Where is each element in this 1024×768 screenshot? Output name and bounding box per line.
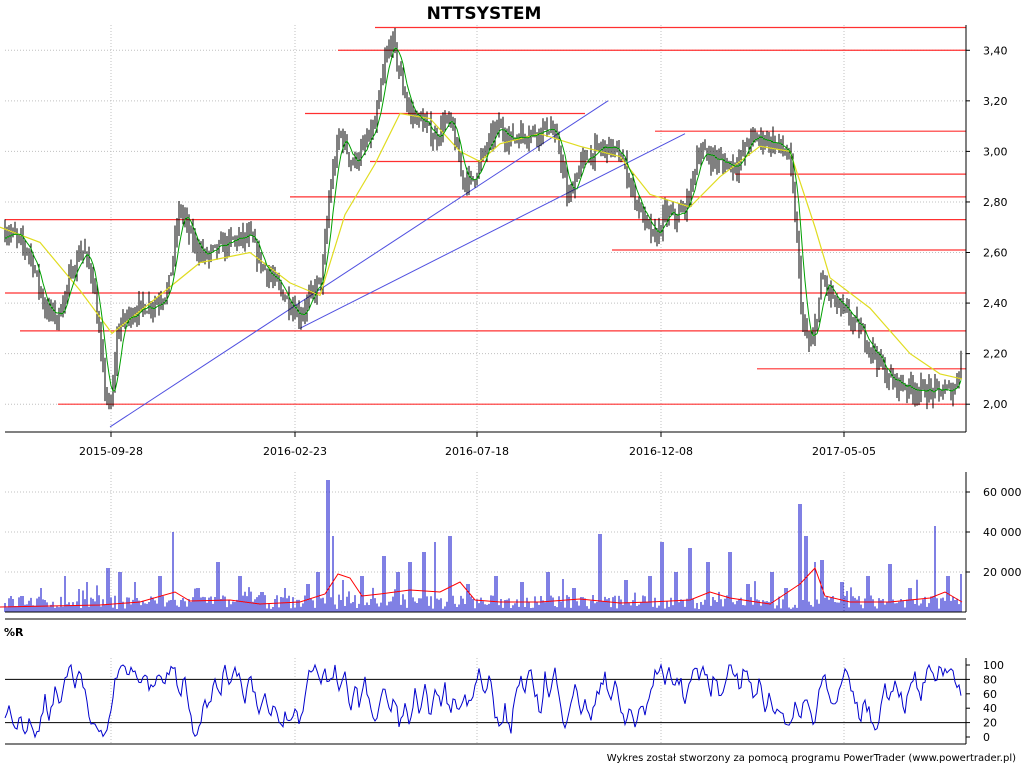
oscillator-y-tick-label: 80 (983, 673, 997, 686)
support-resistance-lines (5, 26, 966, 405)
williams-r-line (4, 663, 962, 739)
trend-line (109, 100, 609, 428)
price-grid (5, 25, 966, 432)
moving-average-line (0, 112, 963, 380)
price-y-tick-label: 3,40 (983, 44, 1008, 57)
price-y-tick-label: 2,60 (983, 247, 1008, 260)
price-x-ticks: 2015-09-28 2016-02-23 2016-07-18 2016-12-08… (79, 432, 876, 458)
price-bars (4, 27, 962, 410)
oscillator-grid (110, 658, 845, 744)
price-panel: 2,00 2,20 2,40 2,60 2,80 3,00 3,20 3,40 2015-09… (0, 25, 1008, 458)
volume-y-tick-label: 20 000 (983, 566, 1022, 579)
price-y-tick-label: 3,00 (983, 145, 1008, 158)
price-x-tick-label: 2016-12-08 (629, 445, 693, 458)
volume-grid (5, 472, 966, 612)
volume-y-tick-label: 60 000 (983, 486, 1022, 499)
oscillator-y-tick-label: 0 (983, 731, 990, 744)
price-y-tick-label: 2,00 (983, 398, 1008, 411)
price-y-tick-label: 2,20 (983, 348, 1008, 361)
price-x-tick-label: 2017-05-05 (812, 445, 876, 458)
oscillator-y-tick-label: 100 (983, 659, 1004, 672)
oscillator-reference-lines (5, 678, 966, 724)
price-x-tick-label: 2016-02-23 (263, 445, 327, 458)
volume-panel: 20 000 40 000 60 000 (0, 472, 1022, 620)
price-y-tick-label: 3,20 (983, 95, 1008, 108)
oscillator-y-tick-label: 60 (983, 688, 997, 701)
oscillator-label: %R (4, 626, 24, 639)
price-x-tick-label: 2015-09-28 (79, 445, 143, 458)
volume-y-tick-label: 40 000 (983, 526, 1022, 539)
chart-title: NTTSYSTEM (427, 4, 542, 24)
price-y-ticks: 2,00 2,20 2,40 2,60 2,80 3,00 3,20 3,40 (966, 44, 1008, 411)
short-moving-average-line (4, 47, 962, 393)
price-x-tick-label: 2016-07-18 (445, 445, 509, 458)
price-y-tick-label: 2,80 (983, 196, 1008, 209)
volume-bars (4, 480, 962, 612)
footer-credit: Wykres został stworzony za pomocą progra… (607, 753, 1016, 764)
volume-average-line (0, 567, 963, 608)
oscillator-y-tick-label: 20 (983, 717, 997, 730)
trend-lines (109, 100, 686, 428)
price-y-tick-label: 2,40 (983, 297, 1008, 310)
oscillator-y-tick-label: 40 (983, 702, 997, 715)
trend-line (299, 133, 686, 329)
volume-y-ticks: 20 000 40 000 60 000 (966, 486, 1022, 579)
